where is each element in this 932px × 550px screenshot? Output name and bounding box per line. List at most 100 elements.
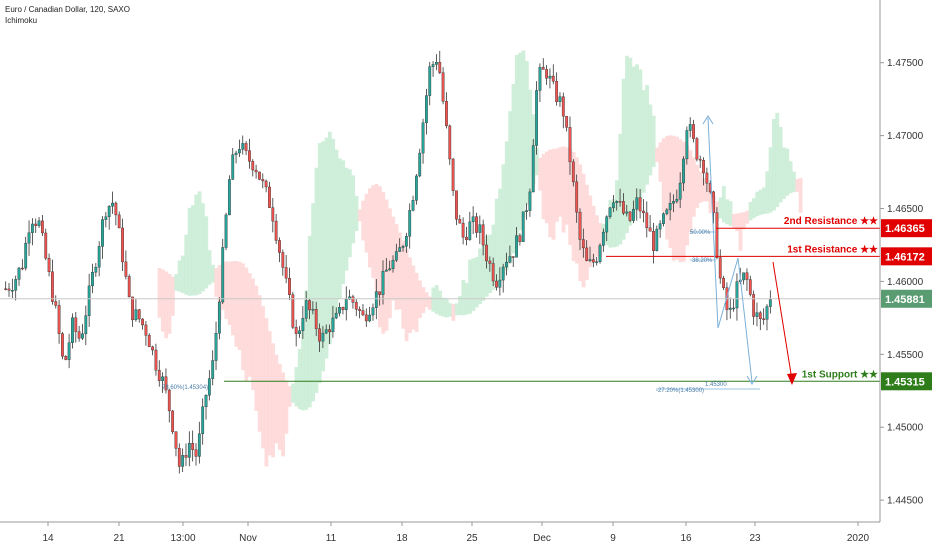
candle-body bbox=[147, 335, 151, 348]
candle-body bbox=[475, 216, 478, 233]
cloud-segment bbox=[211, 264, 215, 283]
candle-body bbox=[705, 172, 709, 184]
first-support-label: 1st Support ★★ bbox=[802, 369, 878, 380]
candle-body bbox=[384, 269, 388, 272]
candle-body bbox=[141, 318, 144, 326]
candle-body bbox=[54, 301, 58, 306]
cloud-segment bbox=[401, 240, 406, 329]
candle-body bbox=[411, 200, 415, 211]
candle-body bbox=[652, 231, 655, 251]
cloud-segment bbox=[585, 184, 589, 281]
fib-leg-3 bbox=[737, 257, 753, 383]
cloud-segment bbox=[434, 285, 439, 315]
cloud-segment bbox=[718, 197, 723, 219]
candles bbox=[4, 50, 772, 474]
cloud-segment bbox=[394, 224, 399, 310]
first-resistance-label: 1st Resistance ★★ bbox=[787, 244, 878, 255]
candle-body bbox=[291, 294, 295, 328]
candle-body bbox=[47, 257, 51, 273]
cloud-segment bbox=[371, 185, 376, 279]
cloud-segment bbox=[337, 158, 342, 299]
cloud-segment bbox=[468, 259, 472, 314]
candle-body bbox=[595, 261, 599, 263]
cloud-segment bbox=[261, 305, 265, 449]
cloud-segment bbox=[755, 191, 760, 217]
cloud-segment bbox=[234, 261, 239, 347]
candle-body bbox=[608, 207, 612, 217]
cloud-segment bbox=[731, 214, 736, 228]
cloud-segment bbox=[170, 276, 175, 316]
x-tick-label: 11 bbox=[326, 533, 337, 544]
cloud-segment bbox=[251, 278, 255, 391]
cloud-segment bbox=[571, 152, 576, 261]
candle-body bbox=[121, 227, 124, 263]
cloud-segment bbox=[768, 147, 773, 213]
cloud-segment bbox=[431, 287, 436, 312]
candle-body bbox=[241, 143, 245, 150]
candle-body bbox=[271, 207, 275, 222]
candle-body bbox=[364, 314, 368, 322]
cloud-segment bbox=[217, 265, 222, 320]
candle-body bbox=[204, 395, 208, 408]
cloud-segment bbox=[438, 290, 442, 316]
second-resistance-price-tag-bg bbox=[881, 219, 932, 238]
cloud-segment bbox=[741, 212, 746, 230]
cloud-segment bbox=[364, 193, 369, 253]
cloud-segment bbox=[648, 104, 653, 176]
first-resistance-price-tag-bg bbox=[881, 247, 932, 266]
candle-body bbox=[555, 80, 559, 102]
cloud-segment bbox=[665, 136, 669, 240]
candle-body bbox=[274, 220, 278, 241]
candle-body bbox=[20, 267, 24, 270]
candle-body bbox=[528, 191, 532, 211]
cloud-segment bbox=[798, 177, 803, 213]
candle-body bbox=[521, 211, 525, 242]
y-tick-label: 1.47500 bbox=[887, 58, 924, 69]
cloud-segment bbox=[164, 271, 169, 339]
candle-body bbox=[368, 314, 372, 322]
candle-body bbox=[37, 220, 41, 226]
candle-body bbox=[77, 331, 81, 339]
cloud-segment bbox=[341, 160, 346, 285]
candle-body bbox=[428, 66, 432, 96]
candle-body bbox=[545, 69, 549, 79]
first-support-price-tag: 1.45315 bbox=[885, 376, 925, 388]
cloud-segment bbox=[491, 224, 496, 290]
candle-body bbox=[71, 317, 74, 343]
cloud-segment bbox=[398, 232, 402, 310]
candle-body bbox=[10, 290, 14, 292]
candle-body bbox=[104, 216, 108, 220]
y-tick-label: 1.44500 bbox=[887, 496, 924, 507]
cloud-segment bbox=[284, 380, 289, 434]
candle-body bbox=[505, 261, 508, 268]
candle-body bbox=[435, 62, 438, 65]
projection-line bbox=[772, 261, 793, 381]
cloud-segment bbox=[307, 235, 312, 408]
cloud-segment bbox=[317, 143, 322, 384]
cloud-segment bbox=[244, 267, 249, 381]
x-tick-label: Nov bbox=[239, 533, 257, 544]
fib-label-38: 38.20% bbox=[692, 258, 713, 264]
cloud-segment bbox=[351, 175, 356, 244]
candle-body bbox=[311, 309, 315, 311]
cloud-segment bbox=[334, 149, 339, 314]
cloud-segment bbox=[404, 248, 409, 342]
candle-body bbox=[511, 256, 515, 258]
fib-label-ext: -27.20%(1.45300) bbox=[656, 388, 704, 394]
candle-body bbox=[682, 158, 685, 184]
candle-body bbox=[298, 330, 301, 334]
fib-leg-2 bbox=[717, 257, 739, 329]
candle-body bbox=[655, 228, 659, 251]
candle-body bbox=[308, 300, 311, 311]
candle-body bbox=[755, 312, 759, 317]
candle-body bbox=[508, 256, 512, 263]
candle-body bbox=[665, 209, 669, 214]
cloud-segment bbox=[635, 64, 639, 211]
cloud-segment bbox=[621, 78, 626, 240]
candle-body bbox=[438, 62, 442, 73]
cloud-segment bbox=[554, 148, 559, 222]
cloud-segment bbox=[201, 203, 205, 292]
cloud-segment bbox=[788, 161, 793, 194]
cloud-segment bbox=[304, 290, 309, 410]
